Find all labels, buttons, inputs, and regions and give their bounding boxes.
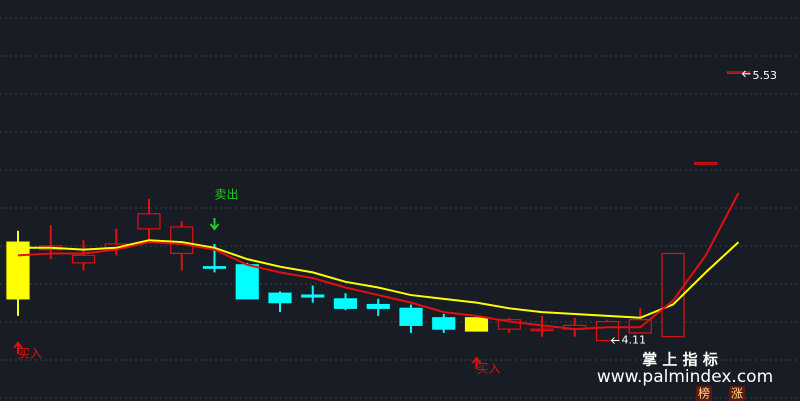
candle-body <box>301 294 325 298</box>
badge: 涨 <box>731 386 743 401</box>
candle-body <box>268 292 292 304</box>
ma-line <box>17 192 740 331</box>
label-arrow <box>741 70 751 78</box>
candle-body <box>497 319 521 330</box>
candle-body <box>202 266 227 269</box>
candle-body <box>432 317 456 330</box>
candle-body <box>366 303 390 309</box>
candle-body <box>137 213 161 230</box>
watermark-title: 掌 上 指 标 <box>642 351 718 369</box>
sell-arrow <box>209 218 220 231</box>
candle-body <box>661 252 685 338</box>
candle-body <box>170 226 194 255</box>
sell-label: 卖出 <box>214 188 238 202</box>
candle-body <box>6 241 30 300</box>
low-label: 4.11 <box>622 333 647 346</box>
candle-body <box>333 298 358 309</box>
candle-body <box>464 317 489 332</box>
label-arrow <box>610 337 620 344</box>
buy-arrow <box>13 341 23 354</box>
badge-bg <box>729 386 745 401</box>
buy-arrow <box>471 356 482 370</box>
buy-label: 买入 <box>18 346 42 360</box>
buy-label: 买入 <box>476 362 500 376</box>
candle-body <box>595 320 620 342</box>
watermark-url: www.palmindex.com <box>597 367 773 387</box>
candle-body <box>235 264 259 300</box>
badge: 榜 <box>698 386 710 401</box>
candle-body <box>694 162 718 165</box>
badge-bg <box>696 386 712 401</box>
candle-body <box>726 71 751 74</box>
ma-line <box>18 239 740 319</box>
candle-body <box>530 328 554 332</box>
candle-body <box>399 307 423 326</box>
high-label: 5.53 <box>753 69 778 82</box>
candle-body <box>71 254 96 264</box>
